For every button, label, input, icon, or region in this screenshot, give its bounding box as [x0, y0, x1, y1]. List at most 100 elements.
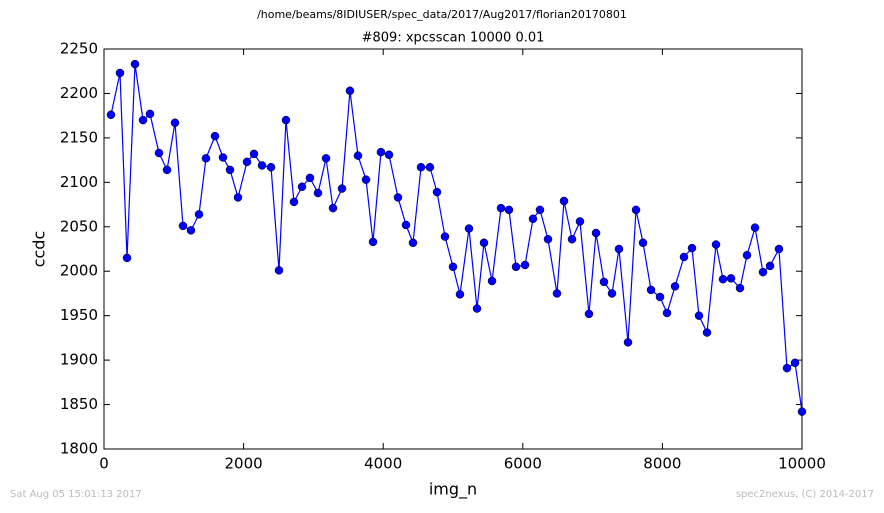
- point: [201, 154, 211, 163]
- point: [679, 252, 689, 262]
- chart-suptitle: /home/beams/8IDIUSER/spec_data/2017/Aug2…: [257, 8, 627, 21]
- point: [718, 274, 728, 284]
- point: [535, 205, 545, 215]
- point: [432, 187, 442, 197]
- point: [186, 226, 196, 235]
- point: [591, 228, 601, 238]
- point: [487, 276, 497, 286]
- x-tick-label: 8000: [643, 455, 681, 473]
- y-tick-label: 2100: [60, 173, 98, 191]
- y-tick-label: 2000: [60, 262, 98, 280]
- point: [440, 232, 450, 241]
- point: [479, 238, 489, 248]
- footer-right: spec2nexus, (C) 2014-2017: [736, 489, 874, 500]
- point: [106, 110, 116, 120]
- x-tick-label: 4000: [364, 455, 402, 473]
- point: [567, 234, 577, 244]
- point: [735, 283, 745, 293]
- point: [321, 154, 331, 163]
- y-tick-label: 2050: [60, 217, 98, 235]
- chart-title: #809: xpcsscan 10000 0.01: [362, 31, 545, 46]
- point: [289, 197, 299, 207]
- point: [218, 153, 228, 162]
- point: [750, 223, 760, 232]
- point: [393, 193, 403, 202]
- point: [638, 238, 648, 248]
- point: [520, 260, 530, 270]
- point: [416, 162, 426, 172]
- point: [313, 188, 323, 198]
- point: [353, 151, 363, 160]
- point: [559, 196, 569, 206]
- point: [774, 244, 784, 254]
- point: [670, 282, 680, 291]
- point: [233, 193, 243, 202]
- point: [662, 308, 672, 318]
- point: [328, 203, 338, 213]
- point: [401, 220, 411, 230]
- point: [687, 243, 697, 253]
- point: [584, 309, 594, 319]
- point: [337, 184, 347, 193]
- point: [646, 285, 656, 295]
- point: [384, 150, 394, 160]
- series-line: [110, 64, 803, 412]
- point: [368, 237, 378, 247]
- point: [266, 162, 276, 172]
- point: [425, 162, 435, 172]
- point: [552, 289, 562, 298]
- y-tick-label: 2250: [60, 40, 98, 58]
- point: [614, 244, 624, 254]
- point: [543, 234, 553, 244]
- point: [655, 292, 665, 302]
- x-axis-label: img_n: [429, 480, 477, 500]
- point: [726, 274, 736, 283]
- y-tick-label: 2200: [60, 84, 98, 102]
- point: [790, 358, 800, 368]
- point: [249, 149, 259, 159]
- point: [225, 165, 235, 175]
- point: [623, 338, 633, 347]
- x-tick-label: 6000: [504, 455, 542, 473]
- point: [162, 165, 172, 175]
- footer-left: Sat Aug 05 15:01:13 2017: [10, 489, 142, 500]
- point: [797, 407, 807, 416]
- point: [496, 203, 506, 213]
- point: [194, 210, 204, 219]
- point: [511, 262, 521, 272]
- plot-area: [103, 48, 803, 450]
- point: [765, 261, 775, 271]
- point: [122, 253, 132, 263]
- point: [210, 131, 220, 141]
- point: [464, 224, 474, 233]
- x-tick-label: 0: [99, 455, 109, 473]
- point: [257, 161, 267, 170]
- point: [361, 175, 371, 184]
- point: [170, 118, 180, 128]
- point: [455, 290, 465, 299]
- point: [297, 182, 307, 192]
- point: [115, 68, 125, 78]
- point: [376, 147, 386, 157]
- point: [242, 157, 252, 167]
- point: [782, 363, 792, 373]
- point: [145, 109, 155, 119]
- point: [694, 311, 704, 320]
- point: [274, 266, 284, 275]
- y-tick-label: 1850: [60, 395, 98, 413]
- point: [130, 59, 140, 69]
- point: [345, 86, 355, 96]
- point: [758, 267, 768, 277]
- point: [138, 115, 148, 125]
- x-tick-label: 10000: [778, 455, 826, 473]
- point: [408, 238, 418, 248]
- point: [472, 304, 482, 313]
- y-axis-label: ccdc: [30, 231, 49, 268]
- point: [528, 214, 538, 224]
- point: [599, 277, 609, 287]
- y-tick-label: 1900: [60, 351, 98, 369]
- point: [448, 262, 458, 272]
- point: [305, 173, 315, 183]
- point: [711, 240, 721, 249]
